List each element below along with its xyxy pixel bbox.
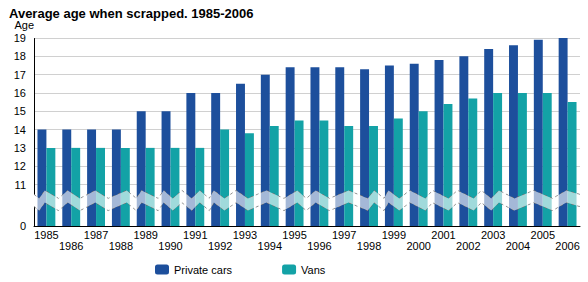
svg-text:13: 13	[14, 142, 26, 154]
svg-text:1998: 1998	[357, 240, 381, 252]
svg-text:1990: 1990	[158, 240, 182, 252]
svg-text:1996: 1996	[307, 240, 331, 252]
svg-text:2005: 2005	[531, 229, 555, 241]
svg-text:18: 18	[14, 50, 26, 62]
svg-text:12: 12	[14, 160, 26, 172]
svg-text:2000: 2000	[406, 240, 430, 252]
svg-text:1986: 1986	[59, 240, 83, 252]
svg-text:11: 11	[15, 179, 26, 191]
svg-text:1994: 1994	[258, 240, 282, 252]
svg-text:1992: 1992	[208, 240, 232, 252]
svg-text:14: 14	[14, 124, 26, 136]
svg-text:19: 19	[14, 32, 26, 44]
svg-text:15: 15	[14, 105, 26, 117]
svg-text:Average age when scrapped. 198: Average age when scrapped. 1985-2006	[9, 6, 253, 21]
svg-text:2003: 2003	[481, 229, 505, 241]
svg-text:1987: 1987	[84, 229, 108, 241]
svg-text:2002: 2002	[456, 240, 480, 252]
svg-text:Private cars: Private cars	[174, 264, 233, 276]
svg-text:1988: 1988	[109, 240, 133, 252]
svg-text:1995: 1995	[282, 229, 306, 241]
svg-text:1999: 1999	[382, 229, 406, 241]
svg-text:2004: 2004	[506, 240, 530, 252]
svg-text:2006: 2006	[555, 240, 579, 252]
svg-text:1989: 1989	[133, 229, 157, 241]
svg-text:1991: 1991	[183, 229, 207, 241]
svg-text:2001: 2001	[431, 229, 455, 241]
svg-text:16: 16	[14, 87, 26, 99]
svg-text:Age: Age	[14, 18, 34, 31]
svg-text:0: 0	[20, 220, 26, 232]
svg-text:1993: 1993	[233, 229, 257, 241]
svg-text:1985: 1985	[34, 229, 58, 241]
svg-text:1997: 1997	[332, 229, 356, 241]
svg-text:Vans: Vans	[301, 264, 326, 276]
svg-text:17: 17	[14, 69, 26, 81]
